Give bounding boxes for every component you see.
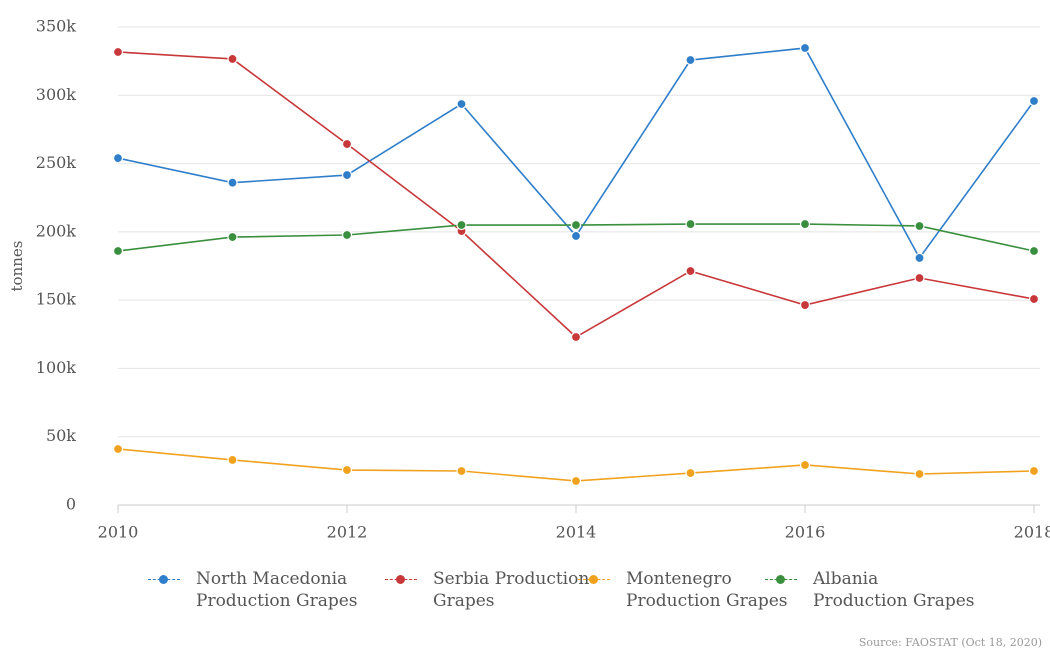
series-line bbox=[117, 51, 1035, 339]
source: Source: FAOSTAT (Oct 18, 2020) bbox=[858, 636, 1042, 649]
point bbox=[914, 220, 925, 232]
point bbox=[112, 153, 124, 164]
x-tick-label: 2016 bbox=[785, 523, 826, 542]
y-tick-label: 50k bbox=[46, 426, 76, 445]
point bbox=[227, 231, 238, 243]
legend-label: Montenegro Production Grapes bbox=[626, 569, 788, 611]
point bbox=[112, 46, 124, 58]
y-tick-label: 350k bbox=[36, 17, 77, 36]
y-tick-label: 150k bbox=[36, 290, 77, 309]
point bbox=[341, 169, 353, 181]
point bbox=[570, 475, 582, 487]
point bbox=[914, 468, 925, 480]
point bbox=[570, 331, 582, 343]
point bbox=[341, 138, 353, 150]
y-tick-label: 300k bbox=[36, 85, 77, 104]
point bbox=[227, 177, 238, 188]
point bbox=[914, 272, 925, 284]
legend-label: North Macedonia Production Grapes bbox=[196, 569, 358, 611]
point bbox=[570, 230, 582, 242]
point bbox=[799, 299, 811, 311]
x-tick-label: 2018 bbox=[1014, 523, 1050, 542]
point bbox=[456, 219, 467, 231]
legend-label: Serbia Production Grapes bbox=[433, 569, 590, 611]
y-tick-label: 250k bbox=[36, 153, 77, 172]
point bbox=[341, 229, 353, 241]
point bbox=[456, 98, 467, 110]
point bbox=[570, 219, 582, 231]
point bbox=[1028, 465, 1040, 477]
point bbox=[227, 53, 238, 65]
point bbox=[914, 252, 925, 264]
point bbox=[799, 459, 811, 471]
legend-entry[interactable]: Albania Production Grapes bbox=[765, 568, 978, 612]
y-tick-label: 200k bbox=[36, 221, 77, 240]
point bbox=[112, 245, 124, 257]
point bbox=[1028, 245, 1040, 257]
point bbox=[685, 467, 696, 479]
y-tick-label: 0 bbox=[66, 495, 76, 514]
point bbox=[1028, 95, 1040, 107]
point bbox=[456, 465, 467, 477]
y-tick-label: 100k bbox=[36, 358, 77, 377]
point bbox=[685, 218, 696, 230]
point bbox=[341, 464, 353, 476]
legend-entry[interactable]: Serbia Production Grapes bbox=[385, 568, 598, 612]
point bbox=[685, 54, 696, 66]
point bbox=[685, 265, 696, 277]
legend-label: Albania Production Grapes bbox=[813, 569, 975, 611]
legend-entry[interactable]: Montenegro Production Grapes bbox=[578, 568, 791, 612]
y-axis-label: tonnes bbox=[8, 241, 26, 292]
legend-swatch bbox=[148, 570, 180, 590]
legend-swatch bbox=[578, 570, 610, 590]
point bbox=[112, 443, 124, 455]
point bbox=[799, 42, 811, 54]
x-tick-label: 2010 bbox=[98, 523, 139, 542]
legend-swatch bbox=[765, 570, 797, 590]
legend-swatch bbox=[385, 570, 417, 590]
point bbox=[1028, 293, 1040, 305]
x-tick-label: 2014 bbox=[556, 523, 597, 542]
legend-entry[interactable]: North Macedonia Production Grapes bbox=[148, 568, 361, 612]
point bbox=[227, 454, 238, 466]
x-tick-label: 2012 bbox=[327, 523, 368, 542]
point bbox=[799, 218, 811, 230]
